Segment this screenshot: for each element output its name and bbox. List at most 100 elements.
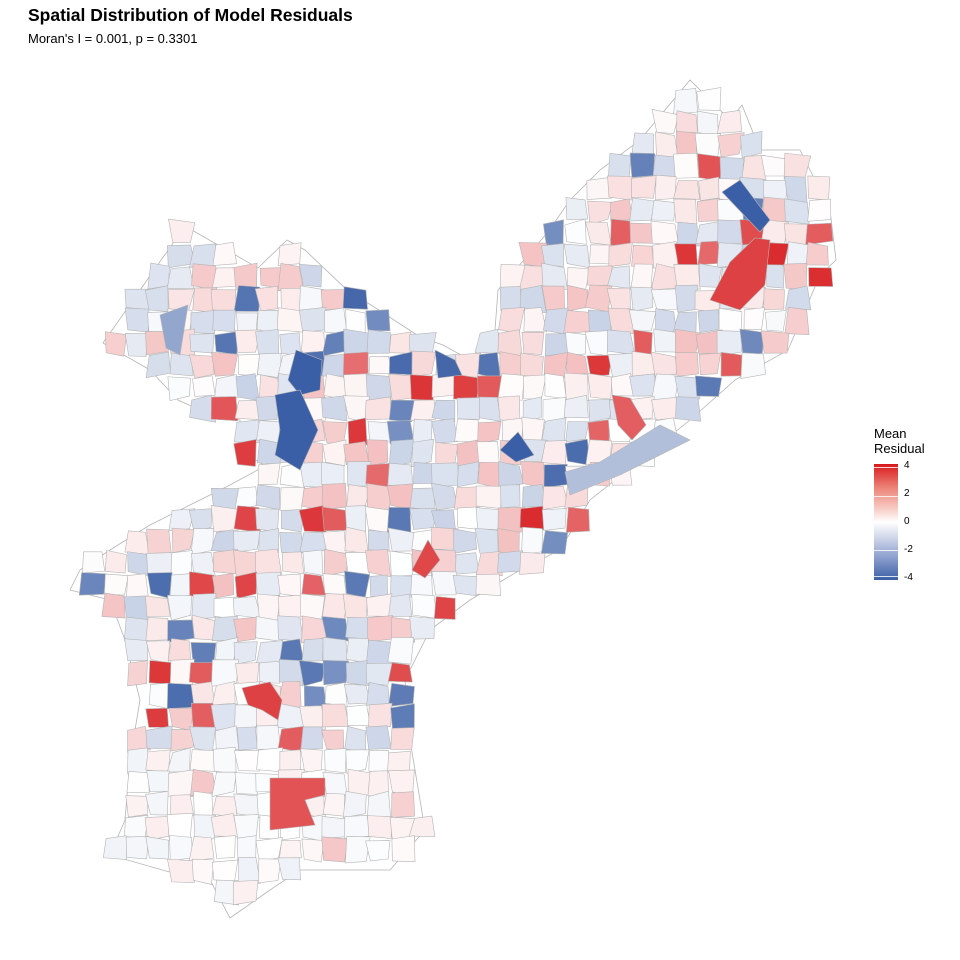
- tract-polygon: [211, 681, 236, 706]
- tract-polygon: [235, 373, 260, 402]
- tract-polygon: [433, 596, 456, 620]
- tract-polygon: [212, 309, 236, 333]
- tract-polygon: [78, 572, 107, 596]
- tract-polygon: [189, 394, 217, 423]
- tract-polygon: [279, 659, 303, 687]
- tract-polygon: [127, 725, 151, 753]
- tract-polygon: [256, 725, 282, 751]
- tract-polygon: [166, 266, 195, 289]
- tract-polygon: [256, 747, 283, 773]
- tract-polygon: [586, 354, 613, 377]
- tract-polygon: [653, 328, 677, 353]
- tract-polygon: [321, 395, 348, 422]
- tract-polygon: [454, 552, 480, 575]
- tract-polygon: [123, 814, 149, 838]
- legend-tick-label: 0: [904, 516, 910, 527]
- tract-polygon: [388, 439, 414, 467]
- tract-polygon: [236, 726, 258, 751]
- tract-polygon: [191, 593, 217, 620]
- tract-polygon: [279, 486, 305, 512]
- tract-polygon: [410, 399, 436, 422]
- tract-polygon: [611, 394, 647, 441]
- tract-polygon: [805, 222, 834, 246]
- tract-polygon: [192, 375, 216, 397]
- tract-polygon: [717, 132, 745, 158]
- tract-polygon: [475, 551, 503, 576]
- tract-polygon: [82, 551, 106, 574]
- tract-polygon: [145, 749, 171, 773]
- tract-polygon: [279, 532, 304, 554]
- tract-polygon: [631, 175, 657, 199]
- tract-polygon: [651, 199, 677, 222]
- tract-polygon: [127, 660, 148, 687]
- tract-polygon: [805, 241, 829, 266]
- tract-polygon: [565, 421, 590, 443]
- tract-polygon: [650, 288, 678, 310]
- tract-polygon: [499, 286, 522, 311]
- tract-polygon: [104, 549, 127, 574]
- tract-polygon: [347, 417, 368, 446]
- tract-polygon: [104, 331, 127, 357]
- tract-polygon: [695, 375, 723, 397]
- tract-polygon: [477, 352, 502, 380]
- tract-polygon: [784, 176, 808, 204]
- tract-polygon: [543, 464, 569, 488]
- tract-polygon: [124, 638, 149, 662]
- tract-polygon: [807, 198, 832, 222]
- tract-polygon: [345, 836, 371, 864]
- tract-polygon: [235, 662, 260, 685]
- tract-polygon: [102, 835, 128, 860]
- tract-polygon: [299, 705, 327, 731]
- tract-polygon: [189, 749, 218, 772]
- tract-polygon: [168, 508, 196, 532]
- tract-polygon: [342, 286, 368, 310]
- tract-polygon: [123, 595, 148, 621]
- tract-polygon: [607, 175, 633, 201]
- tract-polygon: [368, 702, 393, 731]
- tract-polygon: [365, 725, 392, 750]
- tract-polygon: [673, 264, 701, 290]
- tract-polygon: [367, 815, 393, 839]
- legend-tick-label: 2: [904, 488, 910, 499]
- tract-polygon: [321, 483, 348, 510]
- tract-polygon: [497, 528, 520, 556]
- tract-polygon: [541, 486, 569, 510]
- tract-polygon: [479, 396, 502, 422]
- tract-polygon: [211, 351, 239, 377]
- tract-polygon: [344, 570, 371, 599]
- tract-polygon: [365, 663, 394, 686]
- tract-polygon: [366, 329, 391, 354]
- tract-polygon: [677, 222, 700, 247]
- tract-polygon: [389, 550, 414, 577]
- tract-polygon: [346, 704, 371, 727]
- tract-polygon: [784, 306, 810, 335]
- tract-polygon: [366, 681, 390, 706]
- tract-polygon: [411, 539, 441, 579]
- tract-polygon: [280, 509, 305, 533]
- tract-polygon: [145, 351, 171, 379]
- tract-polygon: [277, 615, 304, 642]
- tract-polygon: [324, 682, 348, 708]
- tract-polygon: [521, 331, 545, 355]
- tract-polygon: [695, 221, 720, 244]
- tract-polygon: [126, 771, 150, 794]
- tract-polygon: [321, 506, 349, 532]
- tract-polygon: [651, 373, 680, 402]
- tract-polygon: [344, 814, 371, 840]
- tract-polygon: [167, 769, 194, 797]
- tract-polygon: [587, 200, 614, 226]
- tract-polygon: [475, 485, 502, 509]
- tract-polygon: [279, 839, 302, 859]
- tract-polygon: [241, 681, 283, 721]
- tract-polygon: [256, 593, 281, 621]
- tract-polygon: [343, 328, 371, 356]
- tract-polygon: [391, 835, 416, 862]
- tract-polygon: [298, 307, 327, 334]
- tract-polygon: [255, 640, 283, 665]
- tract-polygon: [191, 858, 215, 885]
- tract-polygon: [190, 528, 214, 556]
- tract-polygon: [321, 836, 349, 863]
- tract-polygon: [254, 285, 279, 312]
- tract-polygon: [519, 551, 546, 575]
